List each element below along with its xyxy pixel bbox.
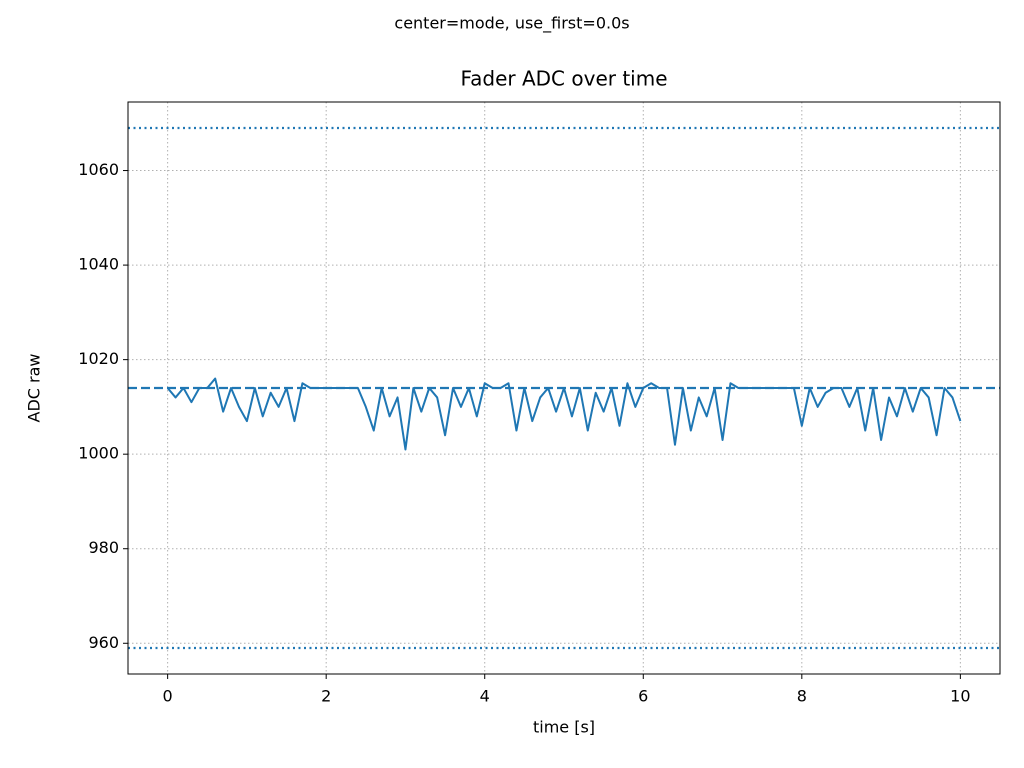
x-tick-label: 0 bbox=[163, 687, 173, 706]
y-tick-label: 980 bbox=[88, 538, 119, 557]
suptitle: center=mode, use_first=0.0s bbox=[394, 14, 629, 34]
x-tick-label: 4 bbox=[480, 687, 490, 706]
y-tick-label: 1060 bbox=[78, 160, 119, 179]
chart-title: Fader ADC over time bbox=[460, 67, 667, 91]
x-tick-label: 8 bbox=[797, 687, 807, 706]
y-tick-label: 1000 bbox=[78, 444, 119, 463]
x-tick-label: 6 bbox=[638, 687, 648, 706]
y-axis-label: ADC raw bbox=[25, 354, 44, 423]
x-axis-label: time [s] bbox=[533, 718, 595, 737]
plot-frame bbox=[127, 101, 1001, 675]
x-tick-label: 2 bbox=[321, 687, 331, 706]
y-tick-label: 960 bbox=[88, 633, 119, 652]
y-tick-label: 1020 bbox=[78, 349, 119, 368]
data-line bbox=[166, 377, 962, 451]
x-tick-label: 10 bbox=[950, 687, 970, 706]
y-tick-label: 1040 bbox=[78, 255, 119, 274]
